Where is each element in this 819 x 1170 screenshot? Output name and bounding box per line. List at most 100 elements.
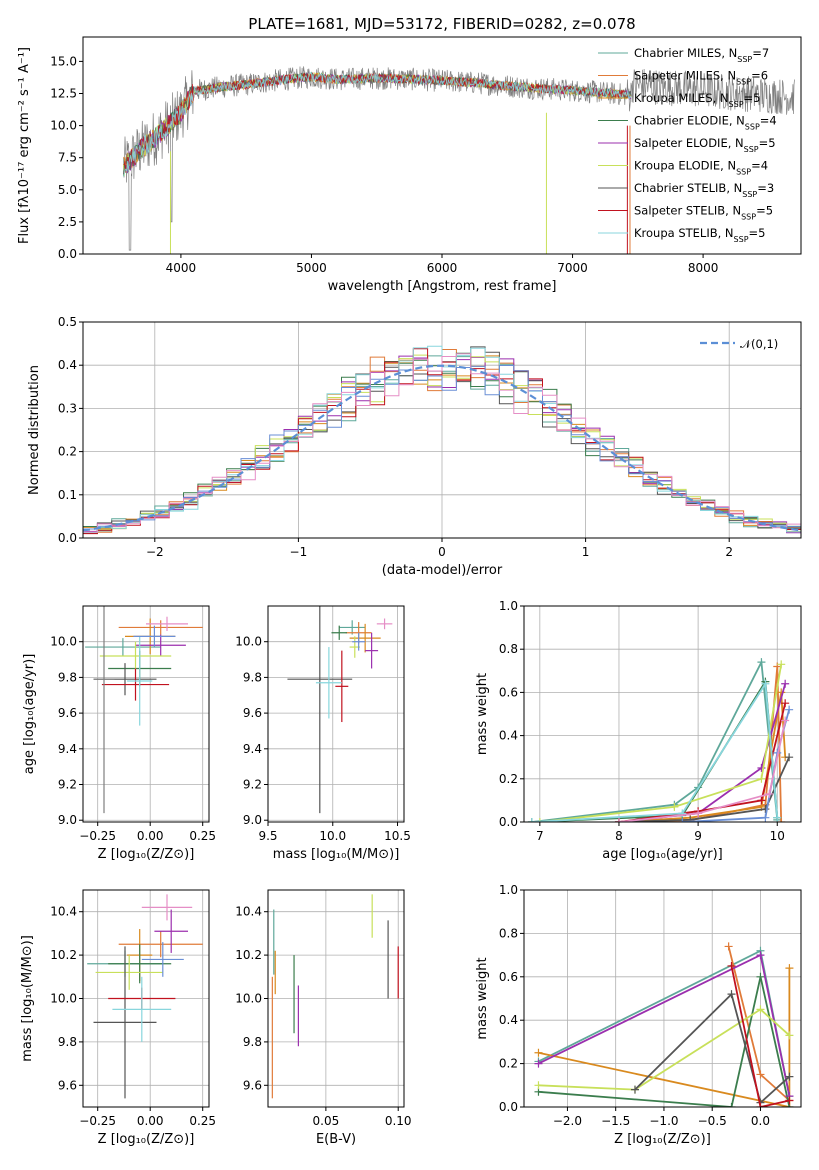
weight-vs-Z-ytick-label: 0.8 <box>499 926 518 940</box>
mass-vs-Z-xtick-label: −0.25 <box>79 1114 116 1128</box>
spectrum-plot-area <box>123 66 795 254</box>
spectrum-legend-label: Salpeter MILES, NSSP=6 <box>634 69 768 87</box>
weight-vs-Z-point-marker <box>534 1059 543 1068</box>
weight-vs-Z-point-marker <box>727 961 736 970</box>
weight-vs-Z-axes: −2.0 −1.5 −1.0 −0.5 0.0 0.0 0.2 0.4 0.6 0.8 1.0 Z [… <box>475 883 802 1147</box>
age-vs-Z-ytick-label: 9.2 <box>58 778 77 792</box>
age-vs-Z-xtick-label: 0.00 <box>137 829 164 843</box>
weight-vs-age-point-marker <box>527 818 536 822</box>
weight-vs-age-series-line <box>531 681 779 822</box>
weight-vs-age-point-marker <box>761 813 770 822</box>
age-vs-mass-plot-area <box>287 606 393 814</box>
spectrum-xtick-label: 5000 <box>296 261 327 275</box>
weight-vs-age-point-marker <box>694 809 703 818</box>
weight-vs-age-ytick-label: 0.6 <box>499 685 518 699</box>
weight-vs-age-xtick-label: 7 <box>536 829 544 843</box>
residuals-ytick-label: 0.4 <box>58 358 77 372</box>
weight-vs-age-point-marker <box>765 789 774 798</box>
mass-vs-EBV-ytick-label: 10.0 <box>235 992 262 1006</box>
weight-vs-age-series-line <box>618 702 787 822</box>
spectrum-xtick-label: 6000 <box>427 261 458 275</box>
weight-vs-age-point-marker <box>785 705 794 714</box>
weight-vs-age-point-marker <box>757 796 766 805</box>
age-vs-Z-plot-area <box>85 606 203 814</box>
age-vs-Z-ytick-label: 10.0 <box>50 635 77 649</box>
weight-vs-Z-point-marker <box>785 1031 794 1040</box>
weight-vs-age-point-marker <box>614 818 623 822</box>
weight-vs-age-point-marker <box>777 660 786 669</box>
mass-vs-EBV-xlabel: E(B-V) <box>316 1132 356 1147</box>
age-vs-mass-xtick-label: 9.5 <box>258 829 277 843</box>
age-vs-Z-ytick-label: 9.0 <box>58 813 77 827</box>
mass-vs-EBV-axes: 0.05 0.10 9.6 9.8 10.0 10.2 10.4 E(B-V) <box>235 889 412 1147</box>
mass-vs-Z-ytick-label: 10.4 <box>50 905 77 919</box>
weight-vs-Z-frame <box>523 889 802 1108</box>
weight-vs-age-point-marker <box>686 815 695 822</box>
weight-vs-Z-point-marker <box>727 1103 736 1107</box>
spectrum-axes: 4000 5000 6000 7000 8000 0.0 2.5 5.0 7.5 10.0 12.5… <box>17 15 802 294</box>
age-vs-mass-xlabel: mass [log₁₀(M/M⊙)] <box>273 847 400 862</box>
weight-vs-age-point-marker <box>757 658 766 667</box>
mass-vs-Z-xlabel: Z [log₁₀(Z/Z⊙)] <box>98 1132 195 1147</box>
spectrum-xlabel: wavelength [Angstrom, rest frame] <box>328 279 557 294</box>
weight-vs-age-point-marker <box>761 805 770 814</box>
weight-vs-Z-point-marker <box>756 951 765 960</box>
weight-vs-Z-ytick-label: 0.0 <box>499 1100 518 1114</box>
weight-vs-Z-ytick-label: 0.6 <box>499 970 518 984</box>
weight-vs-age-xtick-label: 9 <box>694 829 702 843</box>
age-vs-Z-ytick-label: 9.4 <box>58 742 77 756</box>
weight-vs-Z-xtick-label: −1.5 <box>601 1114 630 1128</box>
residuals-xtick-label: −2 <box>146 545 164 559</box>
mass-vs-EBV-xtick-label: 0.10 <box>385 1114 412 1128</box>
age-vs-Z-xtick-label: 0.25 <box>189 829 216 843</box>
age-vs-Z-frame <box>82 605 210 823</box>
weight-vs-age-point-marker <box>678 809 687 818</box>
spectrum-title: PLATE=1681, MJD=53172, FIBERID=0282, z=0… <box>248 15 635 33</box>
weight-vs-age-point-marker <box>781 699 790 708</box>
weight-vs-age-xtick-label: 8 <box>615 829 623 843</box>
spectrum-legend-label: Chabrier STELIB, NSSP=3 <box>634 181 774 199</box>
mass-vs-Z-frame <box>82 889 210 1108</box>
weight-vs-Z-point-marker <box>756 1070 765 1079</box>
age-vs-mass-ytick-label: 9.6 <box>243 706 262 720</box>
mass-vs-EBV-plot-area <box>271 894 399 1099</box>
age-vs-Z-axes: −0.25 0.00 0.25 9.0 9.2 9.4 9.6 9.8 10.0 Z [log₁₀… <box>22 605 216 862</box>
weight-vs-age-ytick-label: 0.8 <box>499 642 518 656</box>
mass-vs-Z-xtick-label: 0.00 <box>137 1114 164 1128</box>
weight-vs-Z-point-marker <box>756 972 765 981</box>
spectrum-ytick-label: 10.0 <box>50 119 77 133</box>
residuals-xtick-label: 0 <box>438 545 446 559</box>
spectrum-legend-label: Salpeter STELIB, NSSP=5 <box>634 204 773 222</box>
spectrum-model-line <box>123 72 632 177</box>
weight-vs-Z-point-marker <box>785 1096 794 1105</box>
weight-vs-age-plot-area <box>527 658 794 822</box>
weight-vs-age-point-marker <box>781 679 790 688</box>
mass-vs-EBV-ytick-label: 10.4 <box>235 905 262 919</box>
weight-vs-Z-series-line <box>634 992 791 1105</box>
mass-vs-EBV-ytick-label: 9.6 <box>243 1078 262 1092</box>
weight-vs-age-point-marker <box>757 774 766 783</box>
mass-vs-Z-xtick-label: 0.25 <box>189 1114 216 1128</box>
mass-vs-Z-ytick-label: 10.0 <box>50 992 77 1006</box>
weight-vs-age-ylabel: mass weight <box>475 673 490 755</box>
weight-vs-Z-ytick-label: 0.2 <box>499 1057 518 1071</box>
age-vs-Z-xlabel: Z [log₁₀(Z/Z⊙)] <box>98 847 195 862</box>
weight-vs-Z-ytick-label: 1.0 <box>499 883 518 897</box>
weight-vs-Z-point-marker <box>727 990 736 999</box>
mass-vs-Z-ylabel: mass [log₁₀(M/M⊙)] <box>20 935 35 1062</box>
spectrum-legend-label: Salpeter ELODIE, NSSP=5 <box>634 136 776 154</box>
spectrum-legend-label: Kroupa STELIB, NSSP=5 <box>634 226 765 244</box>
weight-vs-Z-point-marker <box>756 1005 765 1014</box>
spectrum-ylabel: Flux [fλ10⁻¹⁷ erg cm⁻² s⁻¹ A⁻¹] <box>17 47 32 244</box>
residual-histogram <box>83 353 801 533</box>
weight-vs-age-frame <box>523 605 802 823</box>
mass-vs-EBV-xtick-label: 0.05 <box>313 1114 340 1128</box>
weight-vs-age-xtick-label: 10 <box>770 829 785 843</box>
mass-vs-EBV-frame <box>267 889 405 1108</box>
age-vs-Z-ytick-label: 9.6 <box>58 706 77 720</box>
residuals-plot-area <box>83 345 801 537</box>
spectrum-xtick-label: 8000 <box>688 261 719 275</box>
mass-vs-Z-ytick-label: 9.6 <box>58 1078 77 1092</box>
weight-vs-age-ytick-label: 1.0 <box>499 599 518 613</box>
